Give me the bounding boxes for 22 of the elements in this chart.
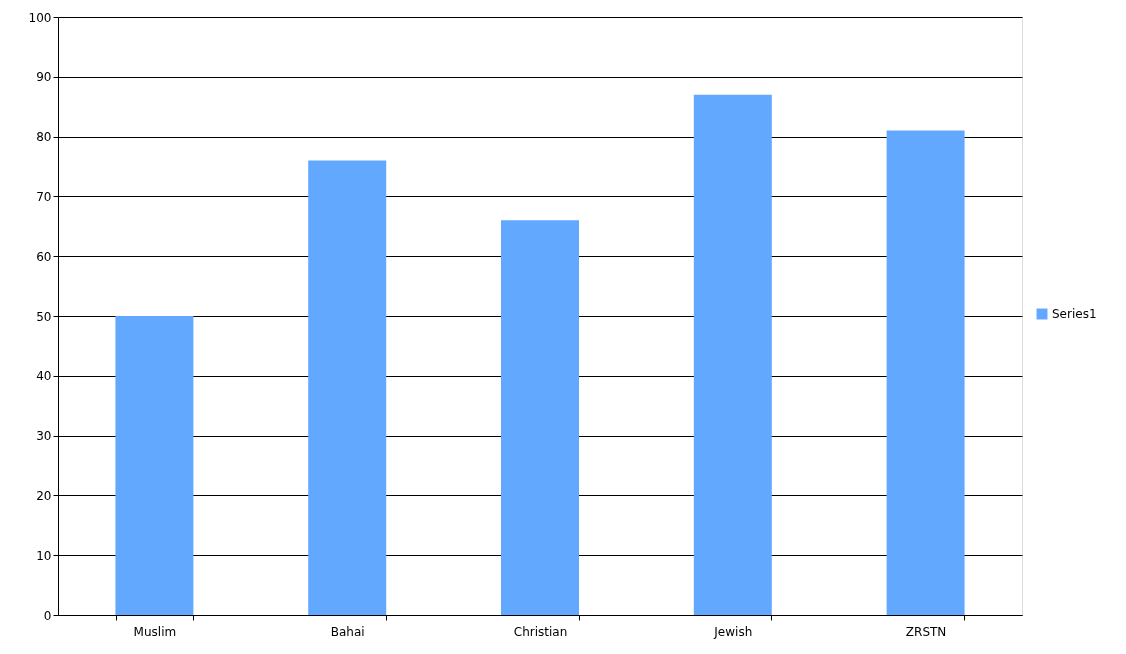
x-tick-label: Muslim [133, 624, 177, 639]
bar [308, 160, 387, 615]
legend-label: Series1 [1052, 307, 1097, 321]
y-tick-label: 50 [36, 309, 52, 324]
y-tick-label: 100 [28, 10, 52, 25]
x-tick-label: Christian [513, 624, 568, 639]
bar [115, 316, 194, 615]
x-tick-label: Bahai [330, 624, 365, 639]
x-tick-label: ZRSTN [905, 624, 947, 639]
bar [501, 220, 579, 615]
y-tick-label: 80 [36, 130, 52, 145]
y-tick-label: 20 [36, 488, 52, 503]
bar [886, 130, 965, 615]
x-tick-label: Jewish [713, 624, 753, 639]
y-tick-label: 40 [36, 369, 52, 384]
y-tick-label: 70 [36, 189, 52, 204]
y-tick-label: 10 [36, 548, 52, 563]
y-tick-label: 60 [36, 249, 52, 264]
y-tick-label: 30 [36, 429, 52, 444]
y-tick-label: 0 [43, 608, 52, 623]
bar [693, 94, 772, 615]
y-tick-label: 90 [36, 70, 52, 85]
